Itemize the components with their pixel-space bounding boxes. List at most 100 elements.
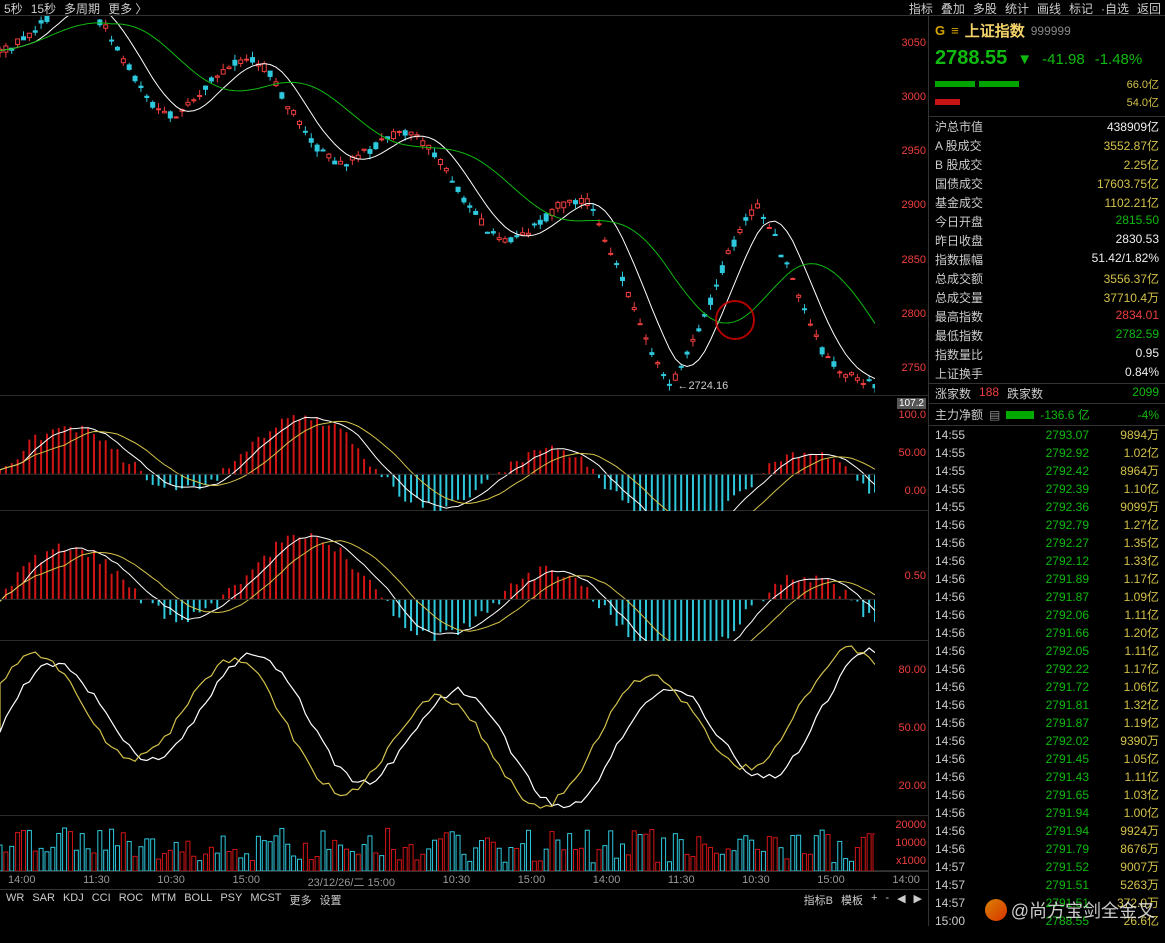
info-label: 总成交量	[935, 289, 983, 306]
info-table: 沪总市值438909亿 A 股成交3552.87亿 B 股成交2.25亿 国债成…	[929, 116, 1165, 383]
indicator-button[interactable]: 指标B	[804, 892, 833, 905]
indicator-button[interactable]: 更多	[290, 892, 312, 905]
tick-row: 14:552792.428964万	[929, 462, 1165, 480]
info-value: 3552.87亿	[1104, 137, 1159, 154]
toolbar-item[interactable]: 画线	[1037, 0, 1061, 15]
info-label: 基金成交	[935, 194, 983, 211]
tick-volume: 1.11亿	[1089, 642, 1159, 660]
time-tick: 10:30	[742, 874, 770, 887]
y-tick: 3050	[876, 37, 926, 49]
info-row: 总成交额3556.37亿	[929, 269, 1165, 288]
tick-volume: 8676万	[1089, 840, 1159, 858]
price-chart-pane[interactable]: 3050300029502900285028002750 ←2724.16	[0, 16, 928, 396]
tick-time: 14:55	[935, 444, 980, 462]
tick-volume: 1.17亿	[1089, 660, 1159, 678]
toolbar-item[interactable]: 5秒	[4, 0, 23, 15]
toolbar-item[interactable]: 15秒	[31, 0, 56, 15]
tick-volume: 1.09亿	[1089, 588, 1159, 606]
tick-price: 2791.94	[980, 822, 1089, 840]
macd1-svg	[0, 396, 875, 511]
hamburger-icon[interactable]: ≡	[951, 23, 959, 38]
up-bar-seg	[979, 81, 1019, 87]
info-row: 上证换手0.84%	[929, 364, 1165, 383]
info-label: 上证换手	[935, 365, 983, 382]
indicator-button[interactable]: 设置	[320, 892, 342, 905]
y-tick: 80.00	[876, 664, 926, 676]
indicator-button[interactable]: MCST	[250, 892, 281, 905]
index-name[interactable]: 上证指数	[965, 20, 1025, 41]
info-value: 2782.59	[1116, 327, 1159, 344]
indicator-button[interactable]: ROC	[119, 892, 143, 905]
tick-row: 15:002788.5526.6亿	[929, 912, 1165, 926]
tick-price: 2792.02	[980, 732, 1089, 750]
tick-volume: 1.00亿	[1089, 804, 1159, 822]
toolbar-item[interactable]: 返回	[1137, 0, 1161, 15]
indicator-button[interactable]: +	[871, 892, 877, 905]
toolbar-item[interactable]: 标记	[1069, 0, 1093, 15]
info-row: 最高指数2834.01	[929, 307, 1165, 326]
indicator-button[interactable]: WR	[6, 892, 24, 905]
info-value: 438909亿	[1107, 118, 1159, 135]
info-value: 2.25亿	[1124, 156, 1159, 173]
down-bar-seg	[935, 99, 960, 105]
toolbar-item[interactable]: 统计	[1005, 0, 1029, 15]
kdj-pane[interactable]: 80.0050.0020.00	[0, 641, 928, 816]
toolbar-item[interactable]: 多周期	[64, 0, 100, 15]
info-label: 最低指数	[935, 327, 983, 344]
price-change: -41.98	[1042, 51, 1085, 68]
toolbar-item[interactable]: ·自选	[1101, 0, 1129, 15]
tick-time: 14:56	[935, 678, 980, 696]
info-row: 基金成交1102.21亿	[929, 193, 1165, 212]
side-panel: G ≡ 上证指数 999999 2788.55 ▼ -41.98 -1.48% …	[928, 16, 1165, 926]
tick-row: 14:562792.271.35亿	[929, 534, 1165, 552]
indicator-button[interactable]: BOLL	[184, 892, 212, 905]
toolbar-item[interactable]: 更多 〉	[108, 0, 147, 15]
indicator-button[interactable]: KDJ	[63, 892, 84, 905]
indicator-button[interactable]: CCI	[92, 892, 111, 905]
time-tick: 14:00	[892, 874, 920, 887]
current-price: 2788.55	[935, 47, 1007, 70]
indicator-button[interactable]: -	[885, 892, 889, 905]
volume-bars: 66.0亿 54.0亿	[929, 72, 1165, 116]
tick-row: 14:562791.798676万	[929, 840, 1165, 858]
time-tick: 10:30	[443, 874, 471, 887]
tick-time: 14:56	[935, 552, 980, 570]
tick-row: 14:552792.369099万	[929, 498, 1165, 516]
g-badge: G	[935, 23, 945, 38]
tick-volume: 1.03亿	[1089, 786, 1159, 804]
tick-row: 14:562791.949924万	[929, 822, 1165, 840]
indicator-button[interactable]: MTM	[151, 892, 176, 905]
tick-volume: 9007万	[1089, 858, 1159, 876]
tick-volume: 26.6亿	[1089, 912, 1159, 926]
tick-price: 2788.55	[980, 912, 1089, 926]
tick-volume: 1.19亿	[1089, 714, 1159, 732]
tick-volume: 9099万	[1089, 498, 1159, 516]
tick-price: 2793.07	[980, 426, 1089, 444]
macd2-pane[interactable]: 0.50	[0, 511, 928, 641]
info-value: 2815.50	[1116, 213, 1159, 230]
toolbar-item[interactable]: 多股	[973, 0, 997, 15]
tick-time: 14:56	[935, 570, 980, 588]
toolbar-item[interactable]: 指标	[909, 0, 933, 15]
info-row: B 股成交2.25亿	[929, 155, 1165, 174]
info-row: 总成交量37710.4万	[929, 288, 1165, 307]
flow-label: 主力净额	[935, 406, 983, 423]
tick-time: 14:57	[935, 876, 980, 894]
tick-list[interactable]: 14:552793.079894万14:552792.921.02亿14:552…	[929, 426, 1165, 926]
toolbar-item[interactable]: 叠加	[941, 0, 965, 15]
indicator-button[interactable]: PSY	[220, 892, 242, 905]
indicator-button[interactable]: ▶	[914, 892, 922, 905]
tick-volume: 1.17亿	[1089, 570, 1159, 588]
volume-pane[interactable]: 2000010000x1000	[0, 816, 928, 871]
indicator-button[interactable]: ◀	[897, 892, 905, 905]
tick-volume: 9894万	[1089, 426, 1159, 444]
down-count-label: 跌家数	[1007, 385, 1043, 402]
indicator-button[interactable]: SAR	[32, 892, 55, 905]
indicator-button[interactable]: 模板	[841, 892, 863, 905]
tick-price: 2792.42	[980, 462, 1089, 480]
macd1-pane[interactable]: 107.2 100.050.000.00	[0, 396, 928, 511]
time-tick: 15:00	[817, 874, 845, 887]
list-icon[interactable]: ▤	[989, 408, 1000, 422]
tick-volume: 1.10亿	[1089, 480, 1159, 498]
volume-y-axis: 2000010000x1000	[876, 816, 926, 870]
